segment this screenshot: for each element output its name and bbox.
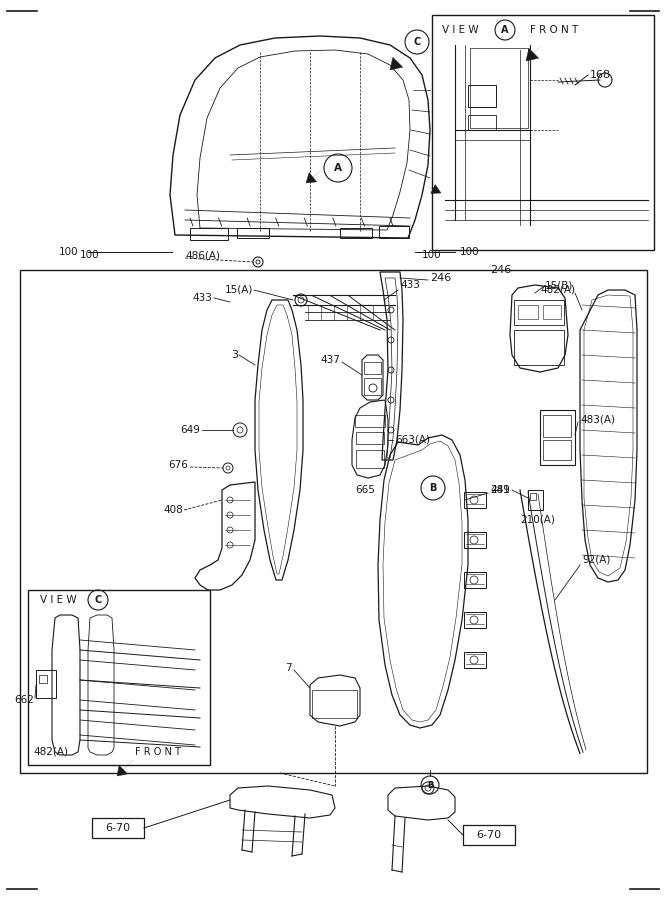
Polygon shape: [117, 765, 127, 776]
Text: 481: 481: [490, 485, 510, 495]
Bar: [28, 590, 210, 765]
Text: 7: 7: [285, 663, 292, 673]
Bar: [20, 270, 647, 773]
Text: 649: 649: [180, 425, 200, 435]
Bar: [364, 378, 381, 395]
Bar: [518, 305, 538, 319]
Bar: [468, 115, 496, 130]
Bar: [190, 228, 228, 240]
Text: 486(A): 486(A): [185, 250, 220, 260]
Bar: [464, 572, 486, 588]
Text: F R O N T: F R O N T: [135, 747, 181, 757]
Polygon shape: [390, 58, 403, 70]
Bar: [92, 818, 144, 838]
Bar: [39, 675, 47, 683]
Polygon shape: [306, 173, 317, 183]
Bar: [463, 825, 515, 845]
Text: 100: 100: [460, 247, 480, 257]
Text: 662: 662: [14, 695, 34, 705]
Text: 249: 249: [490, 485, 510, 495]
Text: 6-70: 6-70: [105, 823, 131, 833]
Text: 15(B): 15(B): [545, 280, 574, 290]
Text: 100: 100: [422, 250, 442, 260]
Text: 15(A): 15(A): [225, 285, 253, 295]
Polygon shape: [431, 184, 441, 194]
Text: 483(A): 483(A): [580, 415, 615, 425]
Bar: [464, 492, 486, 508]
Polygon shape: [526, 49, 539, 61]
Bar: [356, 450, 384, 468]
Bar: [464, 612, 486, 628]
Text: A: A: [501, 25, 509, 35]
Text: C: C: [414, 37, 421, 47]
Bar: [528, 490, 543, 510]
Bar: [355, 415, 385, 427]
Text: B: B: [430, 483, 437, 493]
Bar: [543, 305, 561, 319]
Text: 433: 433: [192, 293, 212, 303]
Text: C: C: [94, 595, 101, 605]
Text: 210(A): 210(A): [520, 515, 555, 525]
Text: 92(A): 92(A): [582, 555, 610, 565]
Text: V I E W: V I E W: [442, 25, 479, 35]
Text: A: A: [334, 163, 342, 173]
Bar: [540, 410, 575, 465]
Bar: [237, 228, 269, 238]
Bar: [312, 690, 357, 718]
Text: 663(A): 663(A): [395, 435, 430, 445]
Bar: [543, 440, 571, 460]
Text: F R O N T: F R O N T: [530, 25, 578, 35]
Bar: [432, 15, 654, 250]
Bar: [543, 415, 571, 437]
Text: 482(A): 482(A): [540, 285, 575, 295]
Text: 433: 433: [400, 280, 420, 290]
Text: 665: 665: [355, 485, 375, 495]
Text: 246: 246: [490, 265, 511, 275]
Bar: [364, 362, 381, 374]
Text: 482(A): 482(A): [33, 747, 68, 757]
Bar: [514, 330, 564, 365]
Text: 6-70: 6-70: [476, 830, 502, 840]
Bar: [379, 226, 409, 238]
Bar: [464, 652, 486, 668]
Text: 100: 100: [59, 247, 78, 257]
Text: 168: 168: [590, 70, 611, 80]
Text: 100: 100: [80, 250, 99, 260]
Bar: [356, 432, 384, 444]
Text: 3: 3: [231, 350, 238, 360]
Text: V I E W: V I E W: [40, 595, 77, 605]
Text: 246: 246: [430, 273, 452, 283]
Bar: [36, 670, 56, 698]
Text: 408: 408: [163, 505, 183, 515]
Bar: [514, 300, 564, 325]
Text: 676: 676: [168, 460, 188, 470]
Bar: [530, 493, 536, 500]
Bar: [468, 85, 496, 107]
Bar: [464, 532, 486, 548]
Bar: [340, 228, 372, 238]
Text: 437: 437: [320, 355, 340, 365]
Text: B: B: [427, 780, 433, 789]
